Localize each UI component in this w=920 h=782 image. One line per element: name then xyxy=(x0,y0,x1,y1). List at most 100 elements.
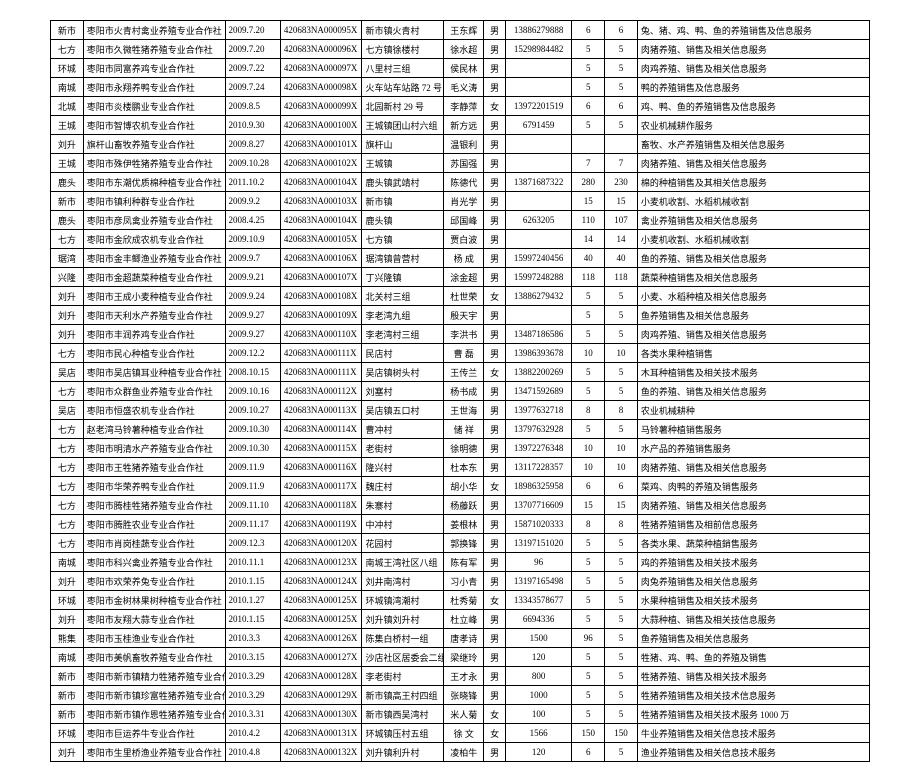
table-cell: 渔业养殖销售及相关信息技术服务 xyxy=(637,743,869,762)
table-cell: 280 xyxy=(572,173,605,192)
table-cell: 2009.10.30 xyxy=(225,439,280,458)
table-cell: 男 xyxy=(484,496,505,515)
table-cell: 5 xyxy=(572,325,605,344)
table-row: 刘升枣阳市丰润养鸡专业合作社2009.9.27420683NA000110X李老… xyxy=(51,325,870,344)
table-cell: 420683NA000116X xyxy=(280,458,362,477)
table-cell: 2009.7.22 xyxy=(225,59,280,78)
table-cell: 贾白波 xyxy=(444,230,484,249)
table-cell: 2010.3.29 xyxy=(225,667,280,686)
table-cell: 徐水超 xyxy=(444,40,484,59)
table-cell: 枣阳市同富养鸡专业合作社 xyxy=(83,59,225,78)
table-cell: 枣阳市智博农机专业合作社 xyxy=(83,116,225,135)
table-cell: 环城镇压村五组 xyxy=(362,724,444,743)
table-cell: 8 xyxy=(572,515,605,534)
table-cell: 420683NA000098X xyxy=(280,78,362,97)
table-cell: 菜鸡、肉鸭的养殖及销售服务 xyxy=(637,477,869,496)
table-cell: 420683NA000107X xyxy=(280,268,362,287)
table-cell: 胡小华 xyxy=(444,477,484,496)
table-cell: 鸭的养殖销售及信息服务 xyxy=(637,78,869,97)
table-cell: 5 xyxy=(605,420,638,439)
table-cell: 100 xyxy=(505,705,572,724)
table-cell: 15 xyxy=(605,496,638,515)
table-cell: 琚湾镇曾营村 xyxy=(362,249,444,268)
table-cell: 13343578677 xyxy=(505,591,572,610)
table-row: 七方枣阳市明清水产养殖专业合作社2009.10.30420683NA000115… xyxy=(51,439,870,458)
table-cell: 牲猪养殖销售及相关技术服务 1000 万 xyxy=(637,705,869,724)
table-cell: 牲猪、鸡、鸭、鱼的养殖及销售 xyxy=(637,648,869,667)
table-cell: 枣阳市吴店镇耳业种植专业合作社 xyxy=(83,363,225,382)
table-cell: 5 xyxy=(572,306,605,325)
table-row: 南城枣阳市美帆畜牧养殖专业合作社2010.3.15420683NA000127X… xyxy=(51,648,870,667)
table-cell: 男 xyxy=(484,268,505,287)
table-cell: 兴隆 xyxy=(51,268,84,287)
table-cell: 刘升 xyxy=(51,572,84,591)
table-cell: 15 xyxy=(572,192,605,211)
data-table: 新市枣阳市火青村禽业养殖专业合作社2009.7.20420683NA000095… xyxy=(50,20,870,762)
table-cell: 苏国强 xyxy=(444,154,484,173)
table-cell: 环城镇湾潮村 xyxy=(362,591,444,610)
table-cell: 5 xyxy=(605,116,638,135)
table-cell: 5 xyxy=(572,553,605,572)
table-row: 七方枣阳市金欣成农机专业合作社2009.10.9420683NA000105X七… xyxy=(51,230,870,249)
table-row: 七方枣阳市众群鱼业养殖专业合作社2009.10.16420683NA000112… xyxy=(51,382,870,401)
table-cell: 王城镇 xyxy=(362,154,444,173)
table-cell: 枣阳市友翔大蒜专业合作社 xyxy=(83,610,225,629)
table-cell: 2009.12.3 xyxy=(225,534,280,553)
table-cell: 环城 xyxy=(51,59,84,78)
table-cell: 鹿头镇 xyxy=(362,211,444,230)
table-cell: 枣阳市新市镇作恩牲猪养殖专业合作社 xyxy=(83,705,225,724)
table-cell: 水果种植销售及相关技术服务 xyxy=(637,591,869,610)
table-cell: 2009.10.27 xyxy=(225,401,280,420)
table-cell xyxy=(505,154,572,173)
table-cell: 枣阳市镇利种群专业合作社 xyxy=(83,192,225,211)
table-cell: 鱼养殖销售及相关信息服务 xyxy=(637,629,869,648)
table-cell: 男 xyxy=(484,211,505,230)
table-cell: 10 xyxy=(572,344,605,363)
table-cell: 96 xyxy=(572,629,605,648)
table-cell: 13977632718 xyxy=(505,401,572,420)
table-cell: 5 xyxy=(572,572,605,591)
table-cell: 男 xyxy=(484,249,505,268)
table-cell: 男 xyxy=(484,59,505,78)
table-cell: 120 xyxy=(505,648,572,667)
table-cell: 枣阳市王成小麦种植专业合作社 xyxy=(83,287,225,306)
table-cell: 8 xyxy=(605,515,638,534)
table-cell: 15 xyxy=(572,496,605,515)
table-cell: 420683NA000110X xyxy=(280,325,362,344)
table-row: 环城枣阳市同富养鸡专业合作社2009.7.22420683NA000097X八里… xyxy=(51,59,870,78)
table-cell: 隆兴村 xyxy=(362,458,444,477)
table-cell: 6263205 xyxy=(505,211,572,230)
table-cell: 6 xyxy=(605,21,638,40)
table-row: 新市枣阳市新市镇精力牲猪养殖专业合作社2010.3.29420683NA0001… xyxy=(51,667,870,686)
table-cell: 杜本东 xyxy=(444,458,484,477)
table-cell: 新市 xyxy=(51,21,84,40)
table-cell: 李静萍 xyxy=(444,97,484,116)
table-cell: 2010.1.15 xyxy=(225,610,280,629)
table-cell: 王城 xyxy=(51,154,84,173)
table-cell: 肉猪养殖、销售及相关信息服务 xyxy=(637,154,869,173)
table-cell: 刘升 xyxy=(51,610,84,629)
table-cell: 150 xyxy=(572,724,605,743)
table-cell: 枣阳市金欣成农机专业合作社 xyxy=(83,230,225,249)
table-cell: 七方 xyxy=(51,477,84,496)
table-cell: 七方镇 xyxy=(362,230,444,249)
table-cell: 杜秀菊 xyxy=(444,591,484,610)
table-cell: 120 xyxy=(505,743,572,762)
table-cell: 14 xyxy=(605,230,638,249)
table-cell: 1500 xyxy=(505,629,572,648)
table-cell: 5 xyxy=(605,648,638,667)
table-cell xyxy=(505,230,572,249)
table-cell: 5 xyxy=(605,363,638,382)
table-cell: 2010.1.15 xyxy=(225,572,280,591)
table-cell: 七方 xyxy=(51,496,84,515)
table-cell: 5 xyxy=(572,287,605,306)
table-cell xyxy=(505,306,572,325)
table-cell: 枣阳市巨运养牛专业合作社 xyxy=(83,724,225,743)
table-cell: 男 xyxy=(484,135,505,154)
table-cell: 420683NA000108X xyxy=(280,287,362,306)
table-cell: 5 xyxy=(572,116,605,135)
table-cell: 2010.4.8 xyxy=(225,743,280,762)
table-cell: 枣阳市东潮优质棉种植专业合作社 xyxy=(83,173,225,192)
table-row: 七方枣阳市王牲猪养殖专业合作社2009.11.9420683NA000116X隆… xyxy=(51,458,870,477)
table-cell: 13797632928 xyxy=(505,420,572,439)
